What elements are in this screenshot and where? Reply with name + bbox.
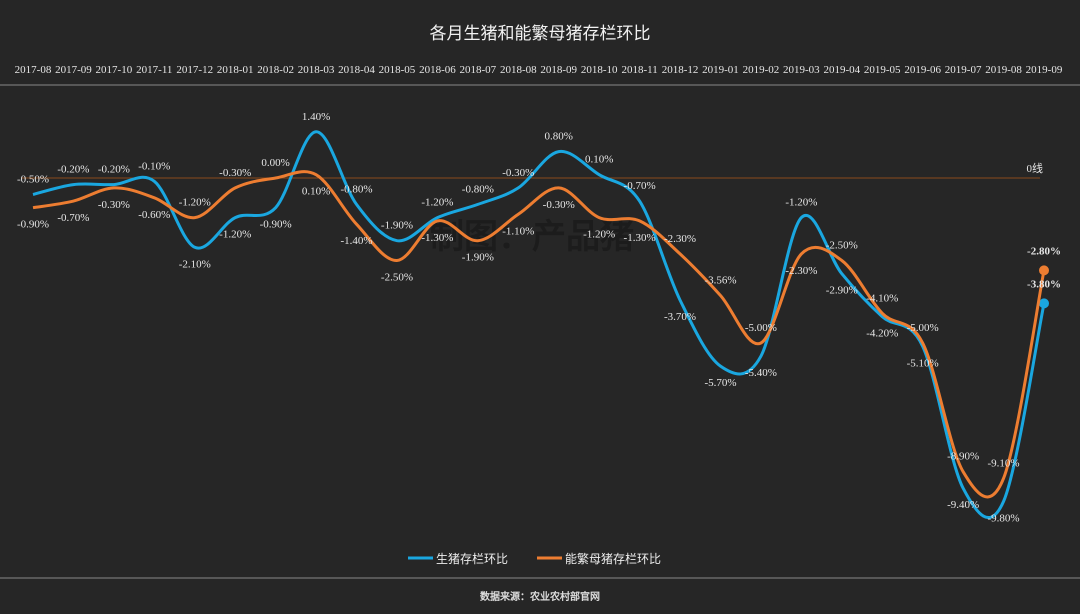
data-label-sows: -1.30% [624,232,656,244]
data-label-live-pigs: 0.80% [545,131,573,143]
data-label-live-pigs: -3.80% [1027,278,1061,290]
legend-label-sows: 能繁母猪存栏环比 [565,551,661,566]
x-tick-label: 2018-07 [460,64,497,76]
x-tick-label: 2019-07 [945,64,982,76]
data-label-live-pigs: -0.50% [17,174,49,186]
data-label-sows: -5.00% [745,322,777,334]
watermark: 制图：产品猪 [430,217,634,257]
x-tick-label: 2019-08 [985,64,1022,76]
x-tick-label: 2019-06 [904,64,941,76]
data-label-live-pigs: -9.40% [947,499,979,511]
x-tick-label: 2018-05 [379,64,416,76]
x-tick-label: 2017-10 [96,64,133,76]
data-label-sows: -0.60% [138,209,170,221]
data-label-live-pigs: -0.30% [502,167,534,179]
data-label-live-pigs: -0.70% [624,180,656,192]
x-tick-label: 2017-12 [176,64,213,76]
x-tick-label: 2019-04 [823,64,860,76]
data-label-sows: -3.56% [704,274,736,286]
x-tick-label: 2019-03 [783,64,820,76]
data-label-live-pigs: 1.40% [302,111,330,123]
data-label-sows: -4.10% [866,292,898,304]
data-label-live-pigs: -0.10% [138,160,170,172]
data-label-live-pigs: -4.20% [866,328,898,340]
data-label-live-pigs: -1.20% [785,197,817,209]
data-label-sows: -2.80% [1027,245,1061,257]
data-label-sows: -8.90% [947,451,979,463]
data-label-live-pigs: -5.10% [907,357,939,369]
legend-label-live-pigs: 生猪存栏环比 [436,551,508,566]
legend: 生猪存栏环比 能繁母猪存栏环比 [408,551,661,566]
series-line-sows [32,170,1046,499]
data-label-live-pigs: -0.20% [57,164,89,176]
x-tick-label: 2018-01 [217,64,254,76]
data-label-live-pigs: 0.10% [585,154,613,166]
data-label-live-pigs: -2.10% [179,258,211,270]
end-point-sows [1039,265,1049,276]
x-tick-label: 2018-03 [298,64,335,76]
data-label-live-pigs: -1.90% [381,220,413,232]
x-tick-label: 2018-04 [338,64,375,76]
data-label-live-pigs: -5.40% [745,367,777,379]
data-label-sows: 0.00% [261,157,289,169]
x-tick-label: 2017-08 [15,64,52,76]
data-label-sows: -1.10% [502,225,534,237]
data-label-sows: 0.10% [302,186,330,198]
data-label-live-pigs: -0.90% [260,219,292,231]
data-label-live-pigs: -0.20% [98,164,130,176]
data-label-live-pigs: -1.20% [421,197,453,209]
x-tick-label: 2018-02 [257,64,294,76]
series-lines [32,130,1049,519]
data-labels: -0.50% -0.20% -0.20% -0.10% -2.10% -1.20% -0.9… [17,111,1061,525]
data-label-live-pigs: -1.20% [219,229,251,241]
x-tick-label: 2018-09 [540,64,577,76]
source-note: 数据来源：农业农村部官网 [480,590,600,603]
data-label-sows: -2.50% [381,272,413,284]
data-label-sows: -1.30% [421,232,453,244]
x-tick-label: 2019-02 [743,64,780,76]
data-label-sows: -2.50% [826,240,858,252]
data-label-sows: -5.00% [907,322,939,334]
data-label-sows: -1.20% [583,229,615,241]
x-axis-ticks: 2017-08 2017-09 2017-10 2017-11 2017-12 2018-… [15,64,1063,76]
data-label-sows: -0.30% [543,199,575,211]
data-label-live-pigs: -0.80% [340,183,372,195]
data-label-live-pigs: -3.70% [664,311,696,323]
x-tick-label: 2017-09 [55,64,92,76]
data-label-live-pigs: -0.80% [462,183,494,195]
data-label-sows: -2.30% [664,233,696,245]
data-label-sows: -1.40% [340,235,372,247]
series-line-live-pigs [32,130,1046,519]
data-label-sows: -0.90% [17,219,49,231]
x-tick-label: 2019-01 [702,64,739,76]
data-label-sows: -0.30% [219,167,251,179]
x-tick-label: 2018-11 [621,64,657,76]
x-tick-label: 2018-06 [419,64,456,76]
zero-line-label: 0线 [1027,161,1044,175]
data-label-sows: -1.90% [462,252,494,264]
end-point-live-pigs [1039,298,1049,309]
data-label-sows: -0.70% [57,212,89,224]
data-label-sows: -0.30% [98,199,130,211]
x-tick-label: 2018-12 [662,64,699,76]
x-tick-label: 2019-05 [864,64,901,76]
chart-title: 各月生猪和能繁母猪存栏环比 [430,24,651,44]
x-tick-label: 2018-10 [581,64,618,76]
x-tick-label: 2017-11 [136,64,172,76]
data-label-sows: -2.30% [785,265,817,277]
data-label-sows: -1.20% [179,197,211,209]
data-label-sows: -9.10% [988,457,1020,469]
data-label-live-pigs: -9.80% [988,512,1020,524]
data-label-live-pigs: -5.70% [704,377,736,389]
x-tick-label: 2019-09 [1026,64,1063,76]
data-label-live-pigs: -2.90% [826,285,858,297]
x-tick-label: 2018-08 [500,64,537,76]
